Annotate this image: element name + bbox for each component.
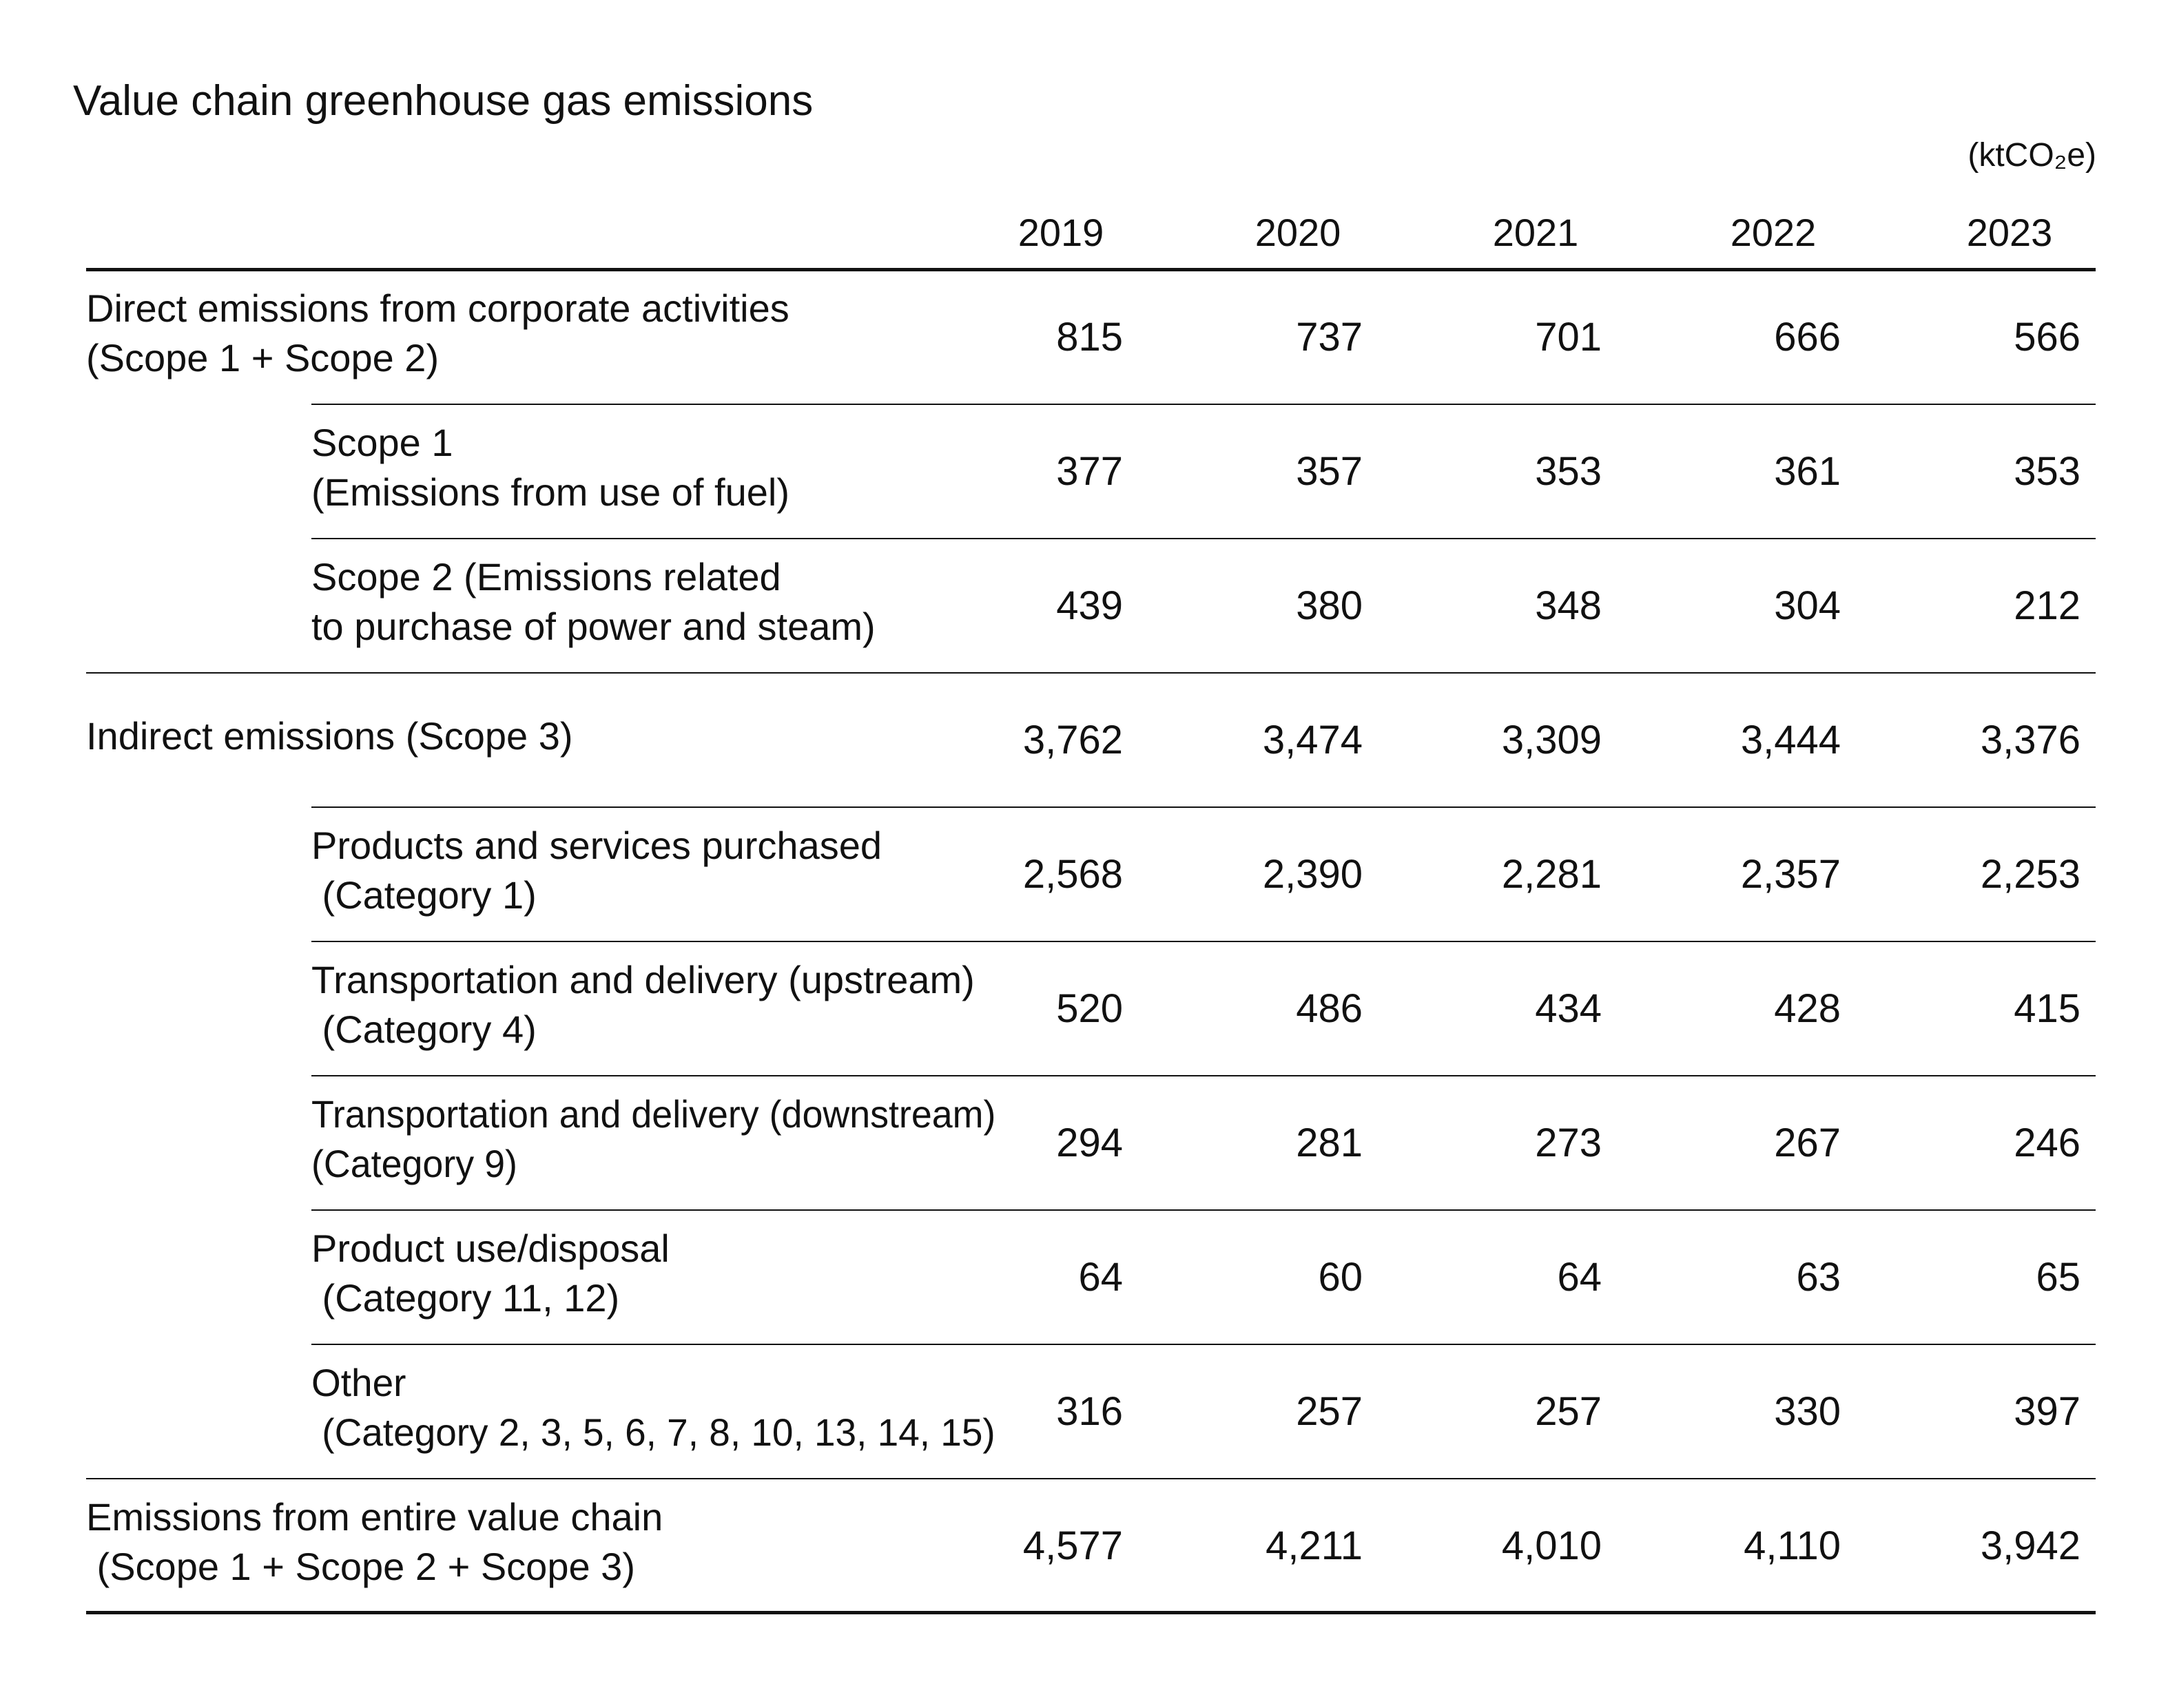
cell-value: 428 [1774,986,1841,1031]
cell-value: 3,309 [1501,717,1602,762]
label-line: Other [311,1360,406,1404]
row-rule [311,1075,2096,1076]
column-header: 2023 [1966,211,2053,254]
row-label: Direct emissions from corporate activiti… [86,284,789,383]
cell-value: 2,568 [1022,851,1123,897]
cell-value: 304 [1774,583,1841,628]
column-header: 2022 [1730,211,1817,254]
cell-value: 3,942 [1980,1523,2080,1568]
label-line: Transportation and delivery (downstream) [311,1092,996,1136]
cell-value: 281 [1296,1120,1363,1165]
cell-value: 3,376 [1980,717,2080,762]
row-rule [311,1209,2096,1211]
label-line: (Category 1) [311,873,537,917]
cell-value: 415 [2014,986,2080,1031]
column-header: 2020 [1254,211,1341,254]
row-label: Indirect emissions (Scope 3) [86,711,573,761]
cell-value: 439 [1056,583,1123,628]
label-line: Emissions from entire value chain [86,1494,663,1539]
unit: (ktCO₂e) [1968,137,2096,174]
cell-value: 2,357 [1740,851,1841,897]
cell-value: 4,211 [1266,1523,1363,1568]
cell-value: 246 [2014,1120,2080,1165]
cell-value: 353 [1535,448,1602,494]
cell-value: 566 [2014,314,2080,360]
sub-row-label: Scope 2 (Emissions related to purchase of… [311,552,876,652]
cell-value: 4,010 [1501,1523,1602,1568]
row-label: Emissions from entire value chain (Scope… [86,1492,663,1592]
row-rule [311,1344,2096,1345]
sub-row-label: Transportation and delivery (upstream) (… [311,955,975,1054]
cell-value: 666 [1774,314,1841,360]
label-line: Direct emissions from corporate activiti… [86,286,789,330]
cell-value: 486 [1296,986,1363,1031]
row-rule [311,404,2096,405]
cell-value: 348 [1535,583,1602,628]
cell-value: 4,577 [1022,1523,1123,1568]
sub-row-label: Other (Category 2, 3, 5, 6, 7, 8, 10, 13… [311,1358,995,1457]
label-line: (Category 11, 12) [311,1275,620,1320]
cell-value: 520 [1056,986,1123,1031]
label-line: (Scope 1 + Scope 2 + Scope 3) [86,1544,635,1588]
sub-row-label: Scope 1 (Emissions from use of fuel) [311,418,789,517]
cell-value: 380 [1296,583,1363,628]
cell-value: 64 [1078,1254,1123,1300]
row-rule [86,1478,2096,1479]
cell-value: 2,390 [1262,851,1363,897]
sub-row-label: Products and services purchased (Categor… [311,821,882,920]
row-rule [86,672,2096,674]
cell-value: 63 [1796,1254,1841,1300]
cell-value: 212 [2014,583,2080,628]
cell-value: 257 [1296,1388,1363,1434]
label-line: to purchase of power and steam) [311,604,876,648]
cell-value: 3,444 [1740,717,1841,762]
cell-value: 353 [2014,448,2080,494]
cell-value: 361 [1774,448,1841,494]
title: Value chain greenhouse gas emissions [73,77,814,125]
cell-value: 64 [1557,1254,1602,1300]
cell-value: 737 [1296,314,1363,360]
label-line: Scope 1 [311,420,453,464]
cell-value: 701 [1535,314,1602,360]
cell-value: 60 [1318,1254,1363,1300]
sub-row-label: Transportation and delivery (downstream)… [311,1090,995,1189]
cell-value: 4,110 [1744,1523,1841,1568]
cell-value: 397 [2014,1388,2080,1434]
label-line: Products and services purchased [311,823,882,867]
row-rule [311,941,2096,942]
cell-value: 330 [1774,1388,1841,1434]
column-header: 2021 [1492,211,1579,254]
row-rule [311,806,2096,808]
label-line: Transportation and delivery (upstream) [311,957,975,1001]
label-line: (Category 2, 3, 5, 6, 7, 8, 10, 13, 14, … [311,1410,995,1454]
cell-value: 3,762 [1022,717,1123,762]
cell-value: 267 [1774,1120,1841,1165]
cell-value: 357 [1296,448,1363,494]
cell-value: 2,253 [1980,851,2080,897]
header-rule [86,268,2096,271]
sub-row-label: Product use/disposal (Category 11, 12) [311,1224,670,1323]
cell-value: 65 [2036,1254,2080,1300]
cell-value: 434 [1535,986,1602,1031]
column-header: 2019 [1018,211,1104,254]
cell-value: 294 [1056,1120,1123,1165]
label-line: (Scope 1 + Scope 2) [86,335,440,379]
cell-value: 273 [1535,1120,1602,1165]
cell-value: 377 [1056,448,1123,494]
cell-value: 316 [1056,1388,1123,1434]
cell-value: 3,474 [1262,717,1363,762]
table-bottom-rule [86,1611,2096,1614]
label-line: Scope 2 (Emissions related [311,554,781,598]
cell-value: 815 [1056,314,1123,360]
cell-value: 257 [1535,1388,1602,1434]
row-rule [311,538,2096,539]
label-line: (Category 9) [311,1141,517,1185]
cell-value: 2,281 [1501,851,1602,897]
label-line: (Category 4) [311,1007,537,1051]
label-line: Indirect emissions (Scope 3) [86,714,573,758]
label-line: Product use/disposal [311,1226,670,1270]
label-line: (Emissions from use of fuel) [311,470,789,514]
